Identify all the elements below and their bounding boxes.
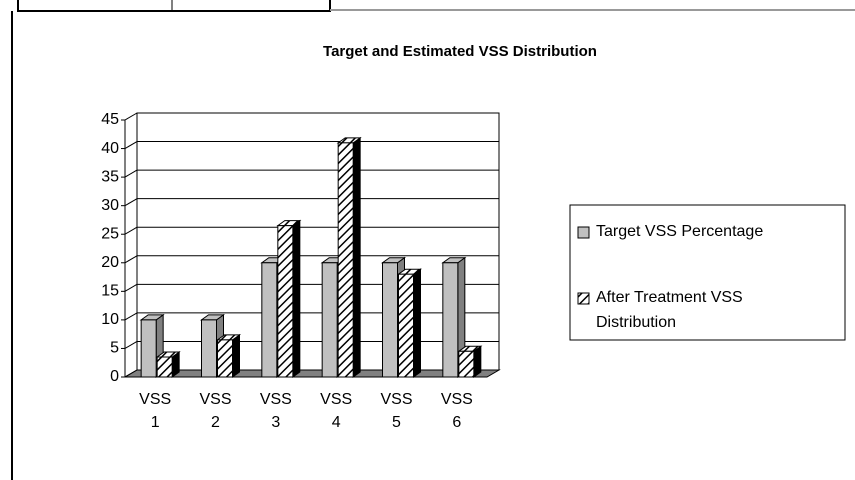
grid-line xyxy=(124,312,138,321)
y-tick-label: 10 xyxy=(101,311,119,328)
legend-label: After Treatment VSS Distribution xyxy=(596,289,743,331)
legend-box xyxy=(569,204,846,341)
bar xyxy=(156,356,173,378)
bar xyxy=(458,350,475,378)
y-tick-label: 0 xyxy=(110,368,119,385)
y-tick-label: 20 xyxy=(101,254,119,271)
grid-line xyxy=(124,255,138,264)
y-tick-label: 5 xyxy=(110,340,119,357)
bar xyxy=(201,319,217,378)
cell-box xyxy=(17,0,331,12)
bar xyxy=(337,142,354,378)
x-tick-label: VSS 4 xyxy=(320,391,353,431)
y-tick-label: 25 xyxy=(101,225,119,242)
y-tick-label: 35 xyxy=(101,168,119,185)
bar-side xyxy=(413,268,421,378)
grid-line xyxy=(124,341,138,349)
bar xyxy=(140,319,157,378)
bar xyxy=(277,225,294,378)
grid-line xyxy=(124,169,138,178)
bar xyxy=(382,262,398,378)
grid-line xyxy=(124,141,138,149)
y-tick-label: 40 xyxy=(101,140,119,157)
y-tick-label: 45 xyxy=(101,111,119,128)
legend-swatch xyxy=(577,292,590,305)
chart-title: Target and Estimated VSS Distribution xyxy=(323,43,597,60)
grid-line xyxy=(124,112,138,121)
x-tick-label: VSS 1 xyxy=(139,391,172,431)
bar xyxy=(217,339,233,378)
bar-side xyxy=(292,219,301,378)
grid-line xyxy=(124,226,138,235)
bar xyxy=(321,262,338,378)
x-tick-label: VSS 5 xyxy=(380,391,413,431)
y-tick-label: 30 xyxy=(101,197,119,214)
grid-line xyxy=(124,283,138,292)
x-tick-label: VSS 6 xyxy=(440,391,473,431)
bar xyxy=(398,273,414,378)
bar xyxy=(261,262,278,378)
x-tick-label: VSS 3 xyxy=(259,391,292,431)
bar xyxy=(442,262,459,378)
grid-line xyxy=(124,369,138,378)
x-tick-label: VSS 2 xyxy=(199,391,232,431)
legend-label: Target VSS Percentage xyxy=(596,223,764,240)
bar-side xyxy=(352,136,361,378)
y-tick-label: 15 xyxy=(101,283,119,300)
grid-line xyxy=(124,198,138,207)
legend-swatch xyxy=(577,226,590,239)
bar-side xyxy=(232,333,240,378)
